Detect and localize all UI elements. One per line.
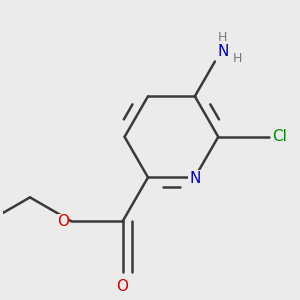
Text: Cl: Cl [272,129,287,144]
Text: N: N [189,171,200,186]
Text: N: N [218,44,229,59]
Text: O: O [57,214,69,229]
Text: H: H [232,52,242,65]
Text: H: H [218,31,227,44]
Text: O: O [117,279,129,294]
